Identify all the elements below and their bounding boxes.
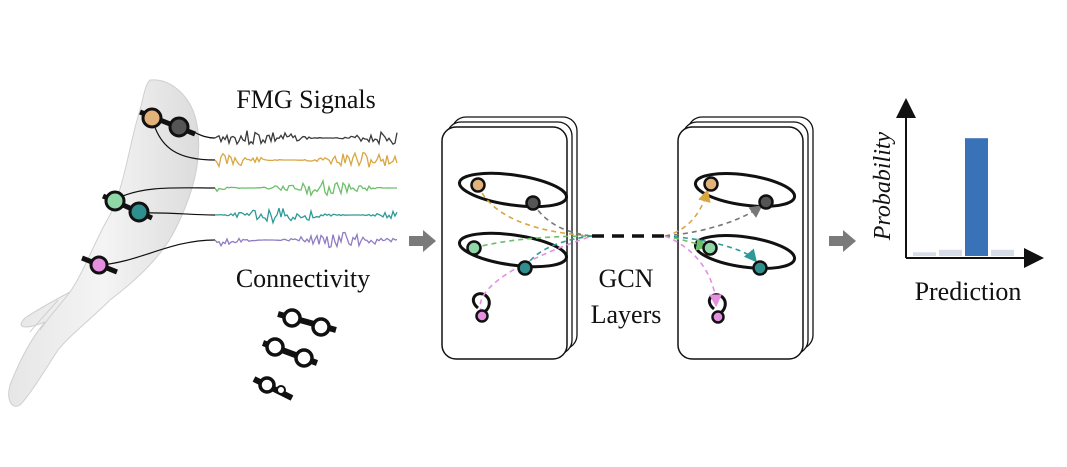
sensor-wrist	[81, 255, 118, 275]
connectivity-glyph-1	[277, 308, 337, 337]
graph-node-tan	[470, 177, 486, 193]
chart-bar-c4	[991, 249, 1014, 256]
gcn-label-line1: GCN	[599, 264, 654, 293]
graph-node-teal	[517, 260, 533, 276]
gcn-card-output	[664, 116, 814, 360]
fmg-signal-traces	[214, 130, 398, 249]
fmg-signals-label: FMG Signals	[236, 85, 375, 114]
connectivity-glyph-3	[252, 376, 294, 401]
probability-axis-label: Probability	[870, 131, 896, 241]
graph-node-pink	[475, 309, 489, 323]
sensor-tan-node	[141, 107, 163, 129]
connectivity-glyph-2	[261, 337, 319, 368]
sensor-dark-node	[168, 116, 190, 138]
connectivity-label: Connectivity	[236, 264, 370, 293]
chart-bar-c1	[913, 252, 936, 256]
chart-bar-c2	[939, 249, 962, 256]
signal-trace-5	[214, 231, 398, 249]
gcn-label-line2: Layers	[591, 300, 662, 329]
connectivity-glyphs	[252, 308, 337, 401]
signal-trace-2	[214, 151, 398, 169]
sensor-pink-node	[89, 255, 109, 275]
sensor-green-node	[104, 190, 126, 212]
output-node-green	[702, 240, 718, 256]
sensor-upper-arm	[139, 107, 196, 138]
sensor-teal-node	[128, 201, 150, 223]
output-node-dark	[758, 194, 774, 210]
arm-illustration	[8, 79, 200, 407]
signal-trace-4	[214, 207, 398, 225]
output-node-tan	[703, 176, 719, 192]
signal-trace-3	[214, 178, 397, 198]
graph-node-green	[466, 240, 482, 256]
signal-trace-1	[214, 130, 398, 146]
gcn-card-input	[441, 116, 593, 360]
prediction-label: Prediction	[915, 277, 1022, 306]
chart-bars	[913, 138, 1014, 256]
sensor-forearm	[101, 190, 154, 223]
graph-node-dark	[525, 195, 541, 211]
arrow-to-prediction-icon	[829, 230, 856, 252]
chart-bar-c3	[965, 138, 988, 256]
output-node-pink	[711, 310, 725, 324]
output-node-teal	[752, 260, 768, 276]
arrow-to-gcn-icon	[409, 230, 436, 252]
prediction-chart	[896, 98, 1044, 268]
